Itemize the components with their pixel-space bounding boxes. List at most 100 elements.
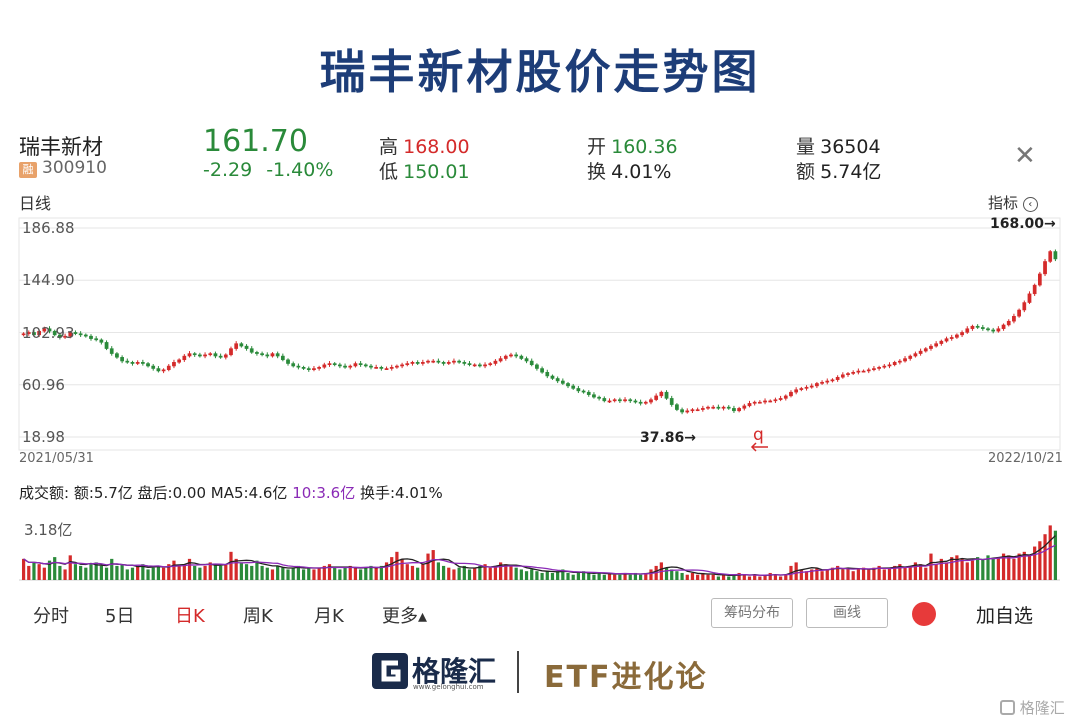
volume-bar [213,564,218,580]
record-dot-icon[interactable] [912,602,936,626]
candle-body [431,360,436,363]
volume-bar [151,567,155,580]
candle-body [758,401,762,404]
volume-stat: 量 36504 [796,132,881,159]
volume-bar [918,564,923,580]
volume-bar [716,576,720,580]
candle-body [991,329,996,332]
tab-5day[interactable]: 5日 [105,606,135,627]
candle-body [78,333,83,336]
candle-body [130,362,135,364]
close-icon[interactable]: ✕ [1014,141,1036,171]
volume-bar [587,572,591,580]
volume-bar [457,567,461,580]
candle-body [68,332,73,337]
volume-bar [825,569,829,580]
volume-bar [255,560,259,580]
candle-body [685,410,690,413]
candle-body [270,353,275,357]
volume-label: 量 [796,136,816,158]
volume-bar [32,562,36,580]
volume-bar [893,565,897,580]
candle-body [327,363,332,366]
candle-body [52,330,57,336]
candle-body [410,362,415,364]
candle-body [965,328,970,333]
volume-bar [618,574,622,580]
indicator-button[interactable]: 指标 ‹ [988,192,1038,213]
candle-body [618,399,622,402]
volume-bar [452,569,456,580]
volume-bar [633,572,638,580]
candle-body [1001,324,1006,329]
candle-body [1032,284,1037,295]
volume-bar [156,565,161,580]
candle-body [804,386,809,389]
candle-body [296,365,301,368]
candle-body [317,367,321,369]
volume-bar [488,567,492,580]
candle-body [94,338,99,341]
candle-body [986,328,990,331]
y-tick-label: 144.90 [22,271,75,290]
volume-bar [317,567,321,580]
volume-bar [333,567,337,580]
draw-line-button[interactable]: 画线 [806,598,888,628]
volume-bar [63,569,67,580]
tab-daily-k[interactable]: 日K [175,606,205,627]
volume-bar [747,576,752,580]
volume-bar [89,564,93,580]
y-tick-label: 60.96 [22,375,65,394]
candle-body [1012,315,1016,322]
candle-body [923,348,928,352]
candle-body [47,328,52,332]
end-date-label: 2022/10/21 [988,451,1063,466]
volume-bar [887,567,892,580]
price-plot-frame [18,217,1061,451]
candle-body [550,375,555,379]
volume-bar [483,564,487,580]
volume-bar [965,562,969,580]
volume-bar [675,571,679,580]
candle-body [379,367,384,369]
candle-body [700,408,705,410]
candle-body [934,343,939,347]
volume-bar [950,557,954,580]
volume-bar [545,571,549,580]
chip-distribution-button[interactable]: 筹码分布 [711,598,793,628]
candle-body [182,355,187,361]
volume-bar [628,574,632,580]
volume-bar [913,562,918,580]
volume-bar [778,576,783,580]
candle-body [291,363,296,367]
volume-bar [431,550,435,580]
volume-bar [540,572,544,580]
candle-body [737,408,741,412]
volume-bar [125,569,129,580]
candle-body [353,363,358,367]
volume-bar [970,560,975,580]
period-tabs: 分时 5日 日K 周K 月K 更多▴ [0,602,1080,628]
candle-body [509,354,513,357]
volume-bar [690,572,695,580]
tab-intraday[interactable]: 分时 [33,606,69,627]
volume-bar [120,564,124,580]
volume-bar [426,553,430,580]
add-watchlist-button[interactable]: 加自选 [976,605,1034,627]
candle-body [726,406,731,409]
candle-body [1048,251,1053,262]
candle-body [846,373,850,375]
volume-bar [338,569,342,580]
candle-body [436,360,441,363]
candle-body [960,332,964,336]
turnover-label: 换 [587,161,607,183]
tab-monthly-k[interactable]: 月K [314,606,344,627]
candle-body [628,399,633,402]
volume-bar [1048,525,1052,580]
candle-body [747,403,752,407]
volume-bar [219,565,223,580]
current-price: 161.70 [203,124,308,159]
candle-body [104,342,109,349]
tab-weekly-k[interactable]: 周K [243,606,273,627]
tab-more[interactable]: 更多▴ [382,606,428,627]
